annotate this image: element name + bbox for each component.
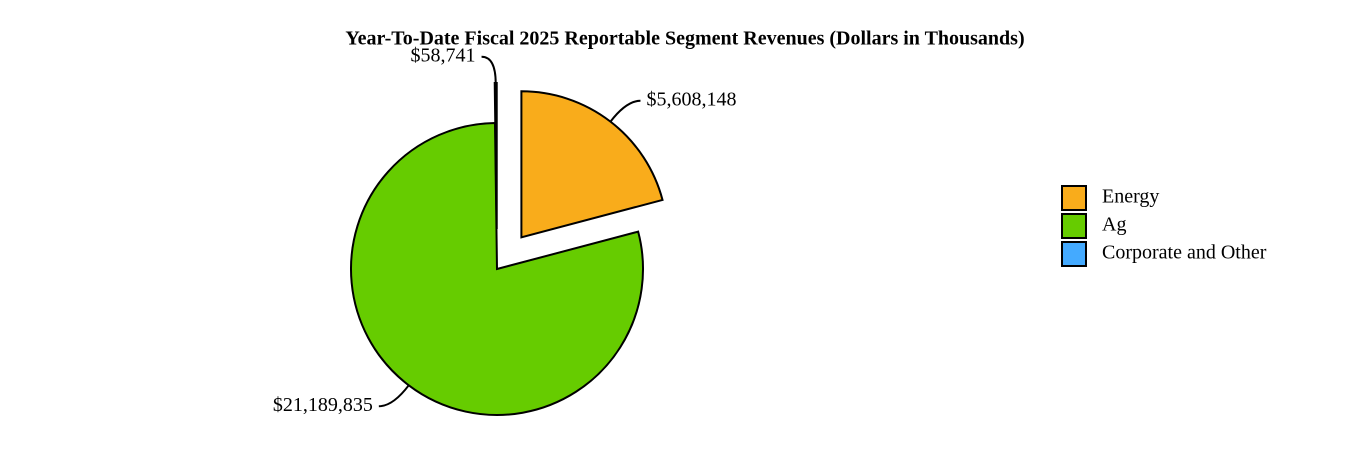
pie-slice (520, 90, 664, 239)
data-label: $5,608,148 (646, 88, 736, 110)
legend-label: Ag (1102, 214, 1126, 236)
legend-swatch (1061, 185, 1087, 211)
data-label: $21,189,835 (273, 394, 373, 416)
leader-line (481, 55, 497, 84)
legend-swatch (1061, 213, 1087, 239)
data-label: $58,741 (411, 44, 476, 66)
chart-title: Year-To-Date Fiscal 2025 Reportable Segm… (345, 28, 1024, 50)
leader-line (378, 384, 410, 408)
legend-label: Corporate and Other (1102, 242, 1267, 264)
legend-swatch (1061, 241, 1087, 267)
leader-line (609, 99, 641, 123)
legend-label: Energy (1102, 186, 1159, 208)
